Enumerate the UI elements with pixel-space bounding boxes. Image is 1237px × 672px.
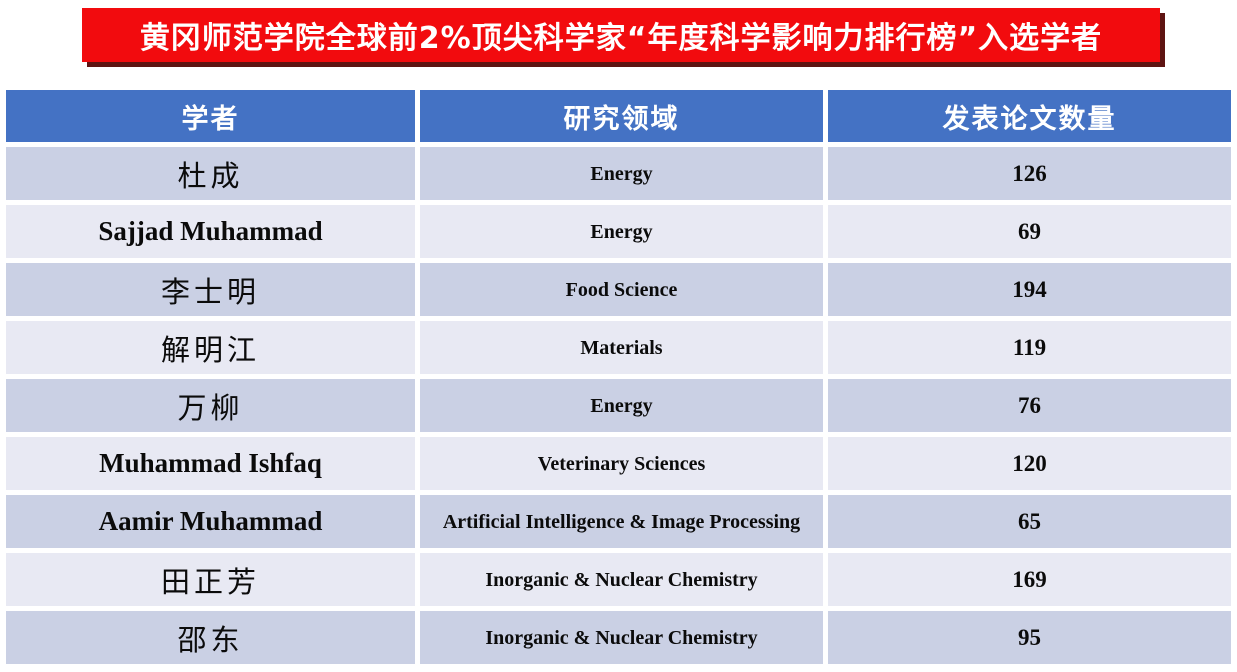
scholar-name-cell: 杜成 [6,147,415,200]
scholar-name-cell: 李士明 [6,263,415,316]
research-field-cell: Artificial Intelligence & Image Processi… [420,495,823,548]
paper-count-cell: 95 [828,611,1231,664]
scholars-table: 学者 研究领域 发表论文数量 杜成 Energy 126 Sajjad Muha… [6,90,1231,664]
scholar-name-cell: 邵东 [6,611,415,664]
research-field-cell: Veterinary Sciences [420,437,823,490]
scholar-name-cell: Muhammad Ishfaq [6,437,415,490]
research-field-cell: Food Science [420,263,823,316]
research-field-cell: Materials [420,321,823,374]
page-title: 黄冈师范学院全球前2%顶尖科学家“年度科学影响力排行榜”入选学者 [139,21,1103,56]
paper-count-cell: 119 [828,321,1231,374]
header-cell-papers: 发表论文数量 [828,90,1231,142]
scholar-name-cell: 解明江 [6,321,415,374]
research-field-cell: Inorganic & Nuclear Chemistry [420,553,823,606]
scholar-name-cell: Aamir Muhammad [6,495,415,548]
scholar-name-cell: 田正芳 [6,553,415,606]
paper-count-cell: 65 [828,495,1231,548]
paper-count-cell: 126 [828,147,1231,200]
research-field-cell: Energy [420,379,823,432]
paper-count-cell: 194 [828,263,1231,316]
research-field-cell: Energy [420,205,823,258]
header-cell-field: 研究领域 [420,90,823,142]
paper-count-cell: 76 [828,379,1231,432]
research-field-cell: Inorganic & Nuclear Chemistry [420,611,823,664]
header-cell-scholar: 学者 [6,90,415,142]
paper-count-cell: 120 [828,437,1231,490]
scholar-name-cell: Sajjad Muhammad [6,205,415,258]
research-field-cell: Energy [420,147,823,200]
title-banner: 黄冈师范学院全球前2%顶尖科学家“年度科学影响力排行榜”入选学者 [82,8,1160,62]
paper-count-cell: 169 [828,553,1231,606]
paper-count-cell: 69 [828,205,1231,258]
scholar-name-cell: 万柳 [6,379,415,432]
